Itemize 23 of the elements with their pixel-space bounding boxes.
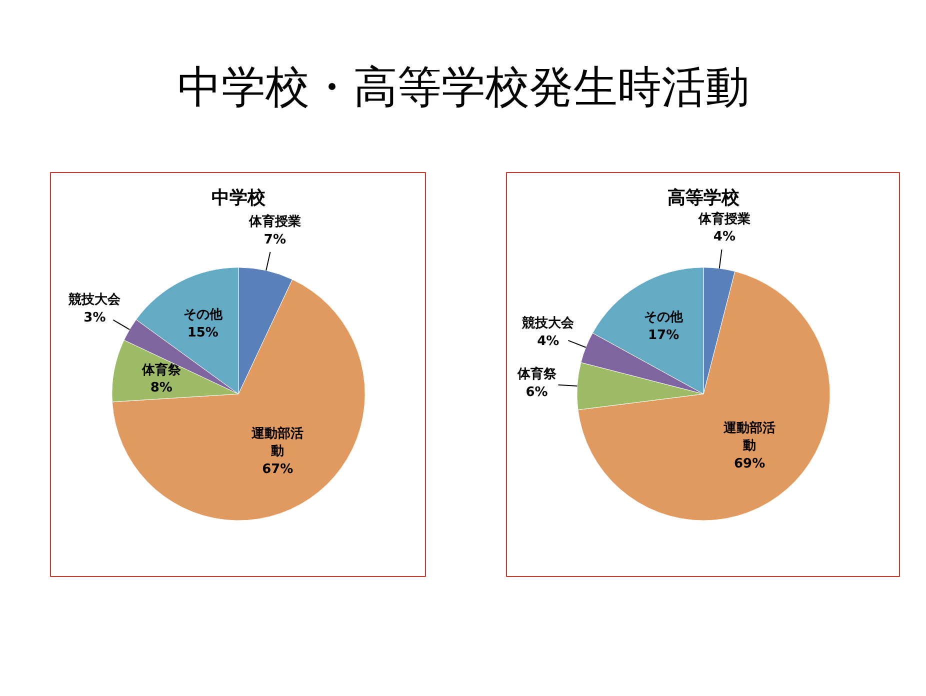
slice-label: その他 (183, 308, 224, 323)
chart-title: 高等学校 (668, 187, 740, 208)
data-label: 8% (150, 380, 172, 396)
data-label: 7% (264, 232, 286, 248)
slice-label: 競技大会 (521, 315, 576, 332)
slice-label: 運動部活動 (722, 420, 776, 454)
slice-label: 運動部活動 (250, 425, 304, 460)
slice-label: 体育授業 (248, 214, 301, 230)
slice-label: 競技大会 (68, 292, 122, 308)
data-label: 17% (648, 328, 680, 343)
chart-title: 中学校 (212, 187, 266, 208)
data-label: 15% (187, 325, 218, 340)
slice-label: 体育祭 (140, 362, 182, 378)
data-label: 67% (262, 462, 294, 477)
data-label: 4% (537, 334, 560, 349)
slice-label: 体育授業 (697, 210, 750, 227)
slice-label: 体育祭 (516, 366, 558, 382)
data-label: 3% (84, 310, 106, 326)
slice-label: その他 (644, 310, 684, 326)
text: 中学校・高等学校発生時活動 (178, 62, 750, 113)
data-label: 4% (713, 230, 736, 245)
data-label: 6% (526, 384, 548, 400)
data-label: 69% (734, 456, 766, 472)
